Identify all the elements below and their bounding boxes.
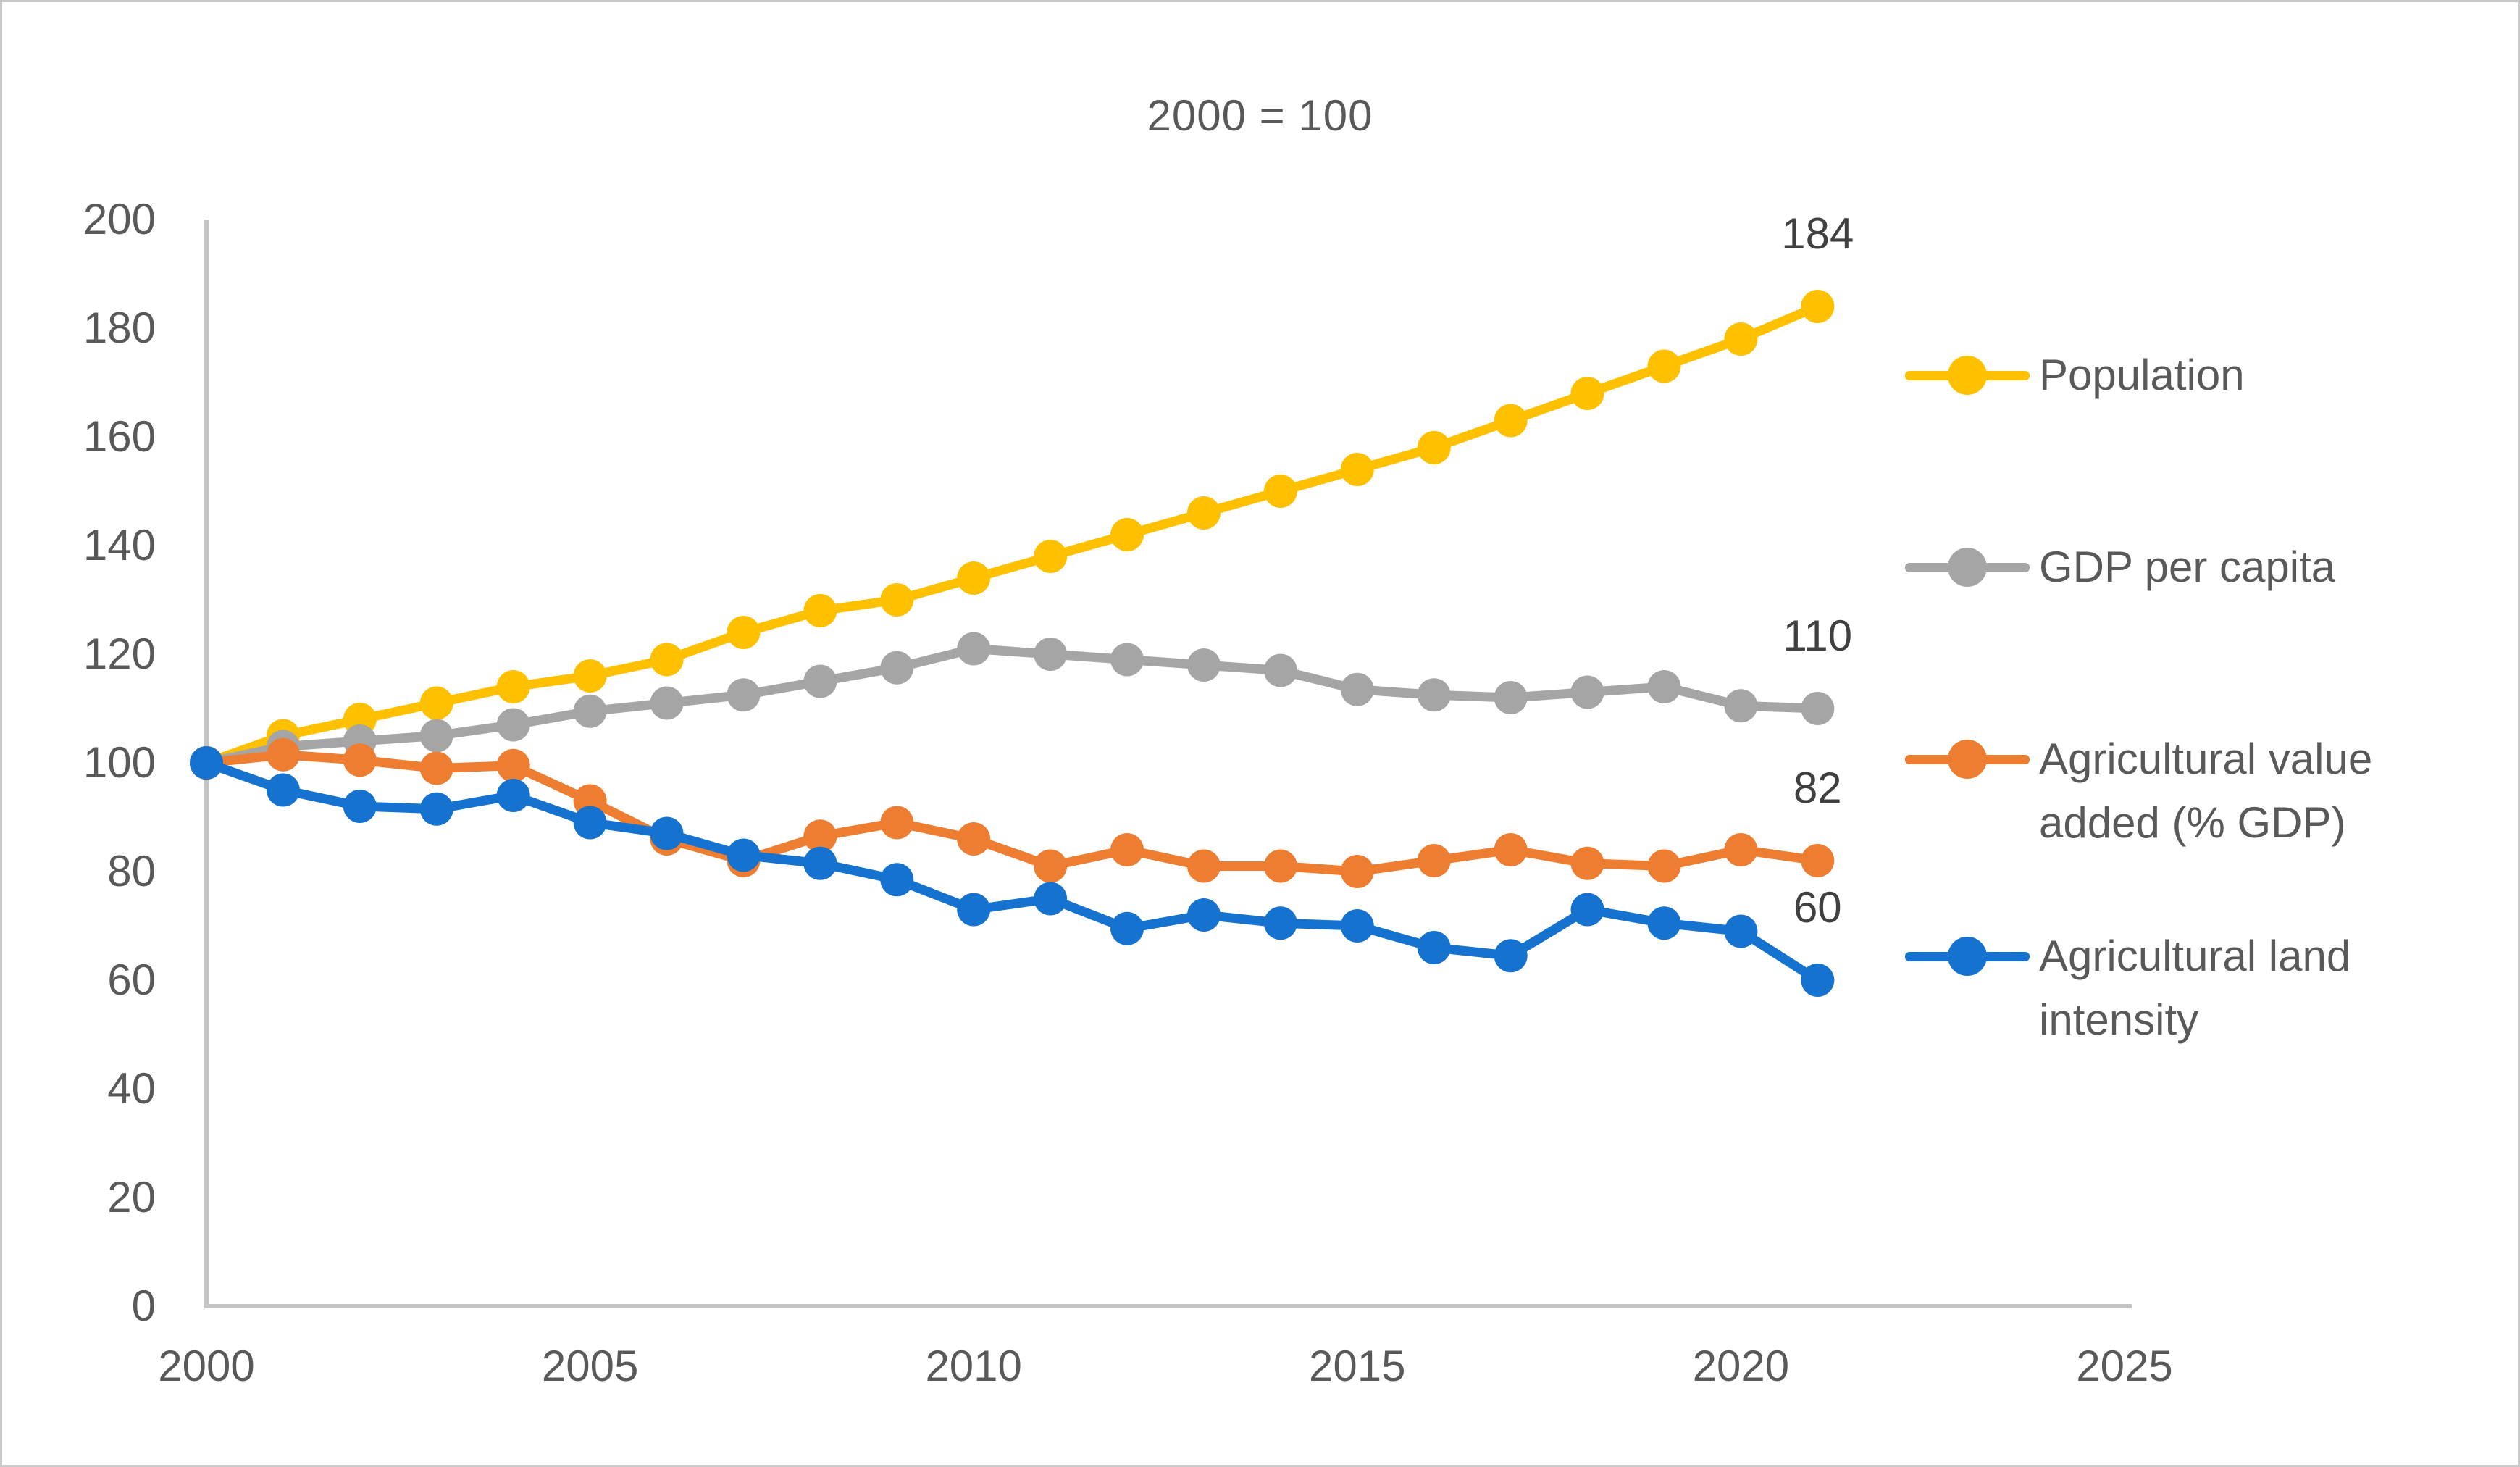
y-tick-label: 200 [83,195,156,243]
y-tick-label: 60 [107,956,156,1004]
chart-title: 2000 = 100 [1147,91,1373,140]
x-tick-label: 2015 [1309,1342,1406,1390]
x-tick-label: 2000 [158,1342,255,1390]
y-tick-label: 180 [83,304,156,352]
x-tick-label: 2020 [1692,1342,1790,1390]
y-tick-label: 0 [131,1282,156,1330]
legend-label: Agricultural land intensity [2039,932,2351,1044]
end-label-ag-value-added: 82 [1793,764,1842,812]
x-tick-label: 2025 [2076,1342,2173,1390]
legend-dot-marker [1948,548,1987,587]
legend-dot-marker [1948,356,1987,395]
series-agricultural-land-intensity [190,746,1835,997]
end-label-population: 184 [1781,209,1854,258]
y-tick-label: 140 [83,521,156,569]
legend-label: Population [2039,351,2245,399]
end-label-ag-land: 60 [1793,883,1842,932]
legend-dot-marker [1948,937,1987,976]
legend-label: GDP per capita [2039,543,2336,591]
y-tick-label: 20 [107,1173,156,1221]
y-tick-label: 160 [83,412,156,461]
legend-label: Agricultural value added (% GDP) [2039,735,2373,847]
x-tick-label: 2005 [541,1342,639,1390]
y-tick-label: 100 [83,738,156,787]
y-tick-label: 120 [83,630,156,678]
x-tick-label: 2010 [925,1342,1022,1390]
end-label-gdp-per-capita: 110 [1783,611,1853,660]
series-population [190,290,1835,780]
legend-dot-marker [1948,740,1987,779]
series-agricultural-value-added-gdp- [190,737,1835,888]
y-tick-label: 40 [107,1064,156,1113]
y-tick-label: 80 [107,847,156,895]
